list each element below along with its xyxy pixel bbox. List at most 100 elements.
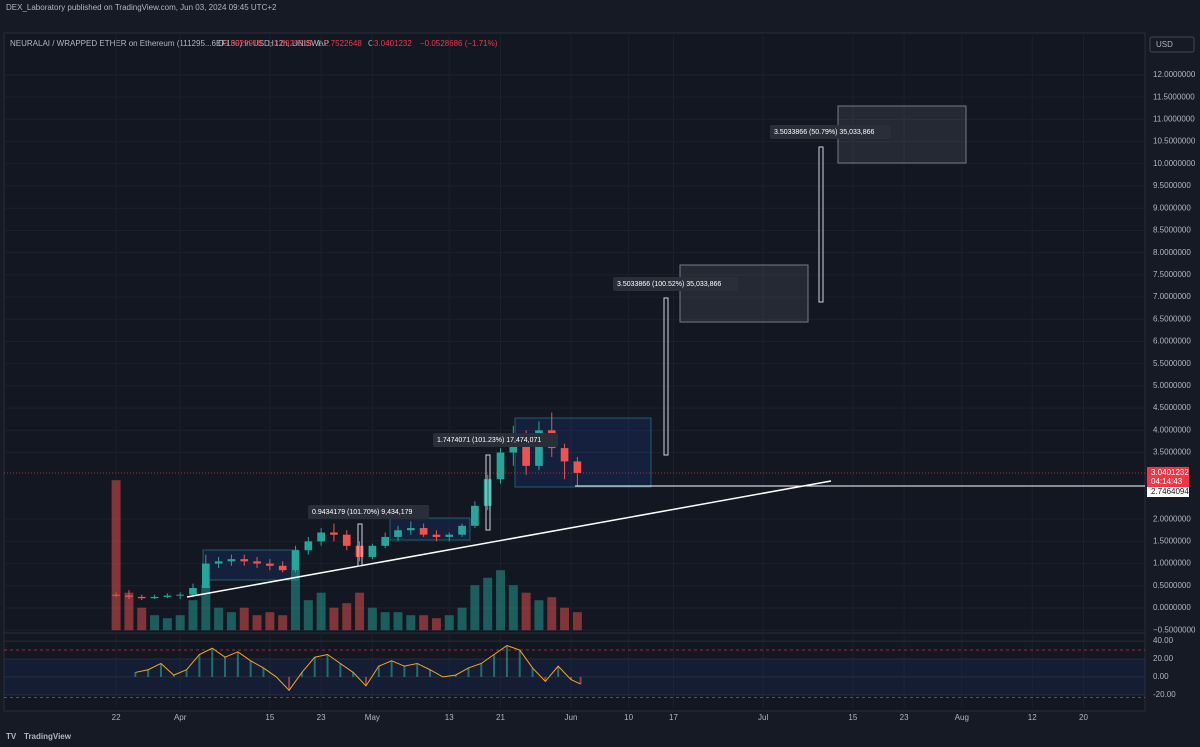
publisher: DEX_Laboratory published on TradingView.… (6, 3, 277, 12)
volume-bar (175, 615, 185, 631)
volume-bar (291, 570, 300, 631)
y-tick-label: 11.0000000 (1153, 115, 1195, 124)
candle-body (112, 594, 120, 596)
measure-arrow (357, 523, 363, 567)
volume-bar (150, 615, 160, 631)
y-tick-label: 11.5000000 (1153, 92, 1195, 101)
x-tick-label: 13 (445, 713, 454, 722)
measure-label: 3.5033866 (50.79%) 35,033,866 (774, 129, 875, 136)
ohlc-key: C (368, 39, 374, 48)
volume-bar (483, 577, 493, 631)
x-tick-label: 15 (265, 713, 274, 722)
x-tick-label: Aug (955, 713, 969, 722)
currency-box (1149, 36, 1195, 53)
volume-bar (111, 480, 121, 631)
candle-body (496, 452, 505, 480)
volume-bar (572, 612, 582, 631)
volume-bar (162, 618, 172, 631)
candle-body (419, 528, 428, 535)
trendline (186, 480, 832, 598)
x-tick-label: 12 (1028, 713, 1037, 722)
ohlc-key: H (268, 39, 274, 48)
y-tick-label: 9.0000000 (1153, 203, 1191, 212)
candle-body (471, 505, 479, 526)
candle-body (573, 461, 582, 473)
volume-bar (214, 607, 224, 631)
y-tick-label: 4.0000000 (1153, 425, 1191, 434)
volume-bar (188, 600, 198, 631)
volume-bar (303, 600, 313, 631)
ohlc-value: 2.7522648 (324, 39, 362, 48)
volume-bar (201, 585, 211, 631)
y-tick-label: −0.5000000 (1153, 625, 1196, 634)
candle-body (304, 541, 313, 551)
volume-bar (380, 612, 390, 631)
x-tick-label: 21 (496, 713, 505, 722)
measure-arrow (818, 146, 824, 303)
volume-bar (316, 592, 326, 631)
candle-body (330, 532, 338, 535)
last-price-tag (1147, 466, 1189, 487)
candle-body (535, 430, 543, 466)
candle-body (253, 561, 261, 564)
y-tick-label: 12.0000000 (1153, 70, 1196, 79)
volume-bar (431, 618, 441, 631)
ohlc-value: 3.0929918 (274, 39, 312, 48)
volume-bar (124, 592, 134, 631)
candle-body (137, 596, 146, 599)
target-box (679, 264, 809, 323)
candle-body (483, 479, 492, 506)
volume-bar (265, 612, 275, 631)
x-tick-label: 23 (317, 713, 326, 722)
oscillator-tick-label: -20.00 (1153, 690, 1176, 699)
volume-bar (457, 607, 467, 631)
candle-body (355, 545, 364, 557)
candle-body (214, 561, 223, 564)
y-tick-label: 2.0000000 (1153, 514, 1191, 523)
y-tick-label: 4.5000000 (1153, 403, 1191, 412)
candle-body (240, 559, 249, 562)
y-tick-label: 5.5000000 (1153, 359, 1191, 368)
y-tick-label: 6.5000000 (1153, 314, 1191, 323)
oscillator-tick-label: 0.00 (1153, 672, 1169, 681)
y-tick-label: 10.0000000 (1153, 159, 1196, 168)
volume-bar (444, 615, 454, 631)
measure-label-bg (433, 433, 558, 447)
candle-body (394, 530, 402, 537)
y-tick-label: 6.0000000 (1153, 337, 1191, 346)
symbol: NEURALAI / WRAPPED ETHER on Ethereum (11… (10, 39, 329, 48)
candle-body (150, 596, 159, 599)
volume-bar (521, 592, 531, 631)
volume-bar (393, 612, 403, 631)
y-tick-label: 8.0000000 (1153, 248, 1191, 257)
volume-bar (419, 615, 429, 631)
measure-label: 0.9434179 (101.70%) 9,434,179 (312, 509, 413, 516)
candle-body (381, 536, 390, 546)
x-tick-label: Jul (758, 713, 768, 722)
x-tick-label: May (365, 713, 380, 722)
y-tick-label: 7.0000000 (1153, 292, 1191, 301)
x-tick-label: 17 (669, 713, 678, 722)
measure-label-bg (613, 277, 738, 291)
oscillator-tick-label: 20.00 (1153, 654, 1174, 663)
candle-body (189, 588, 197, 595)
x-tick-label: 23 (900, 713, 909, 722)
x-tick-label: 20 (1079, 713, 1088, 722)
volume-bar (534, 600, 544, 631)
measure-label-bg (770, 125, 892, 139)
volume-bar (508, 585, 518, 631)
candle-body (163, 595, 172, 597)
volume-bar (355, 592, 365, 631)
volume-bar (560, 607, 570, 631)
candle-body (291, 550, 300, 571)
volume-bar (342, 603, 352, 631)
change: −0.0528686 (−1.71%) (420, 39, 498, 48)
chart-pane (3, 32, 1146, 712)
candle-body (406, 528, 415, 531)
measure-label: 3.5033866 (100.52%) 35,033,866 (617, 281, 721, 288)
candle-body (278, 565, 287, 571)
candle-body (201, 563, 210, 589)
x-tick-label: Jun (565, 713, 578, 722)
ohlc-value: 3.0929918 (224, 39, 262, 48)
volume-bar (406, 615, 416, 631)
